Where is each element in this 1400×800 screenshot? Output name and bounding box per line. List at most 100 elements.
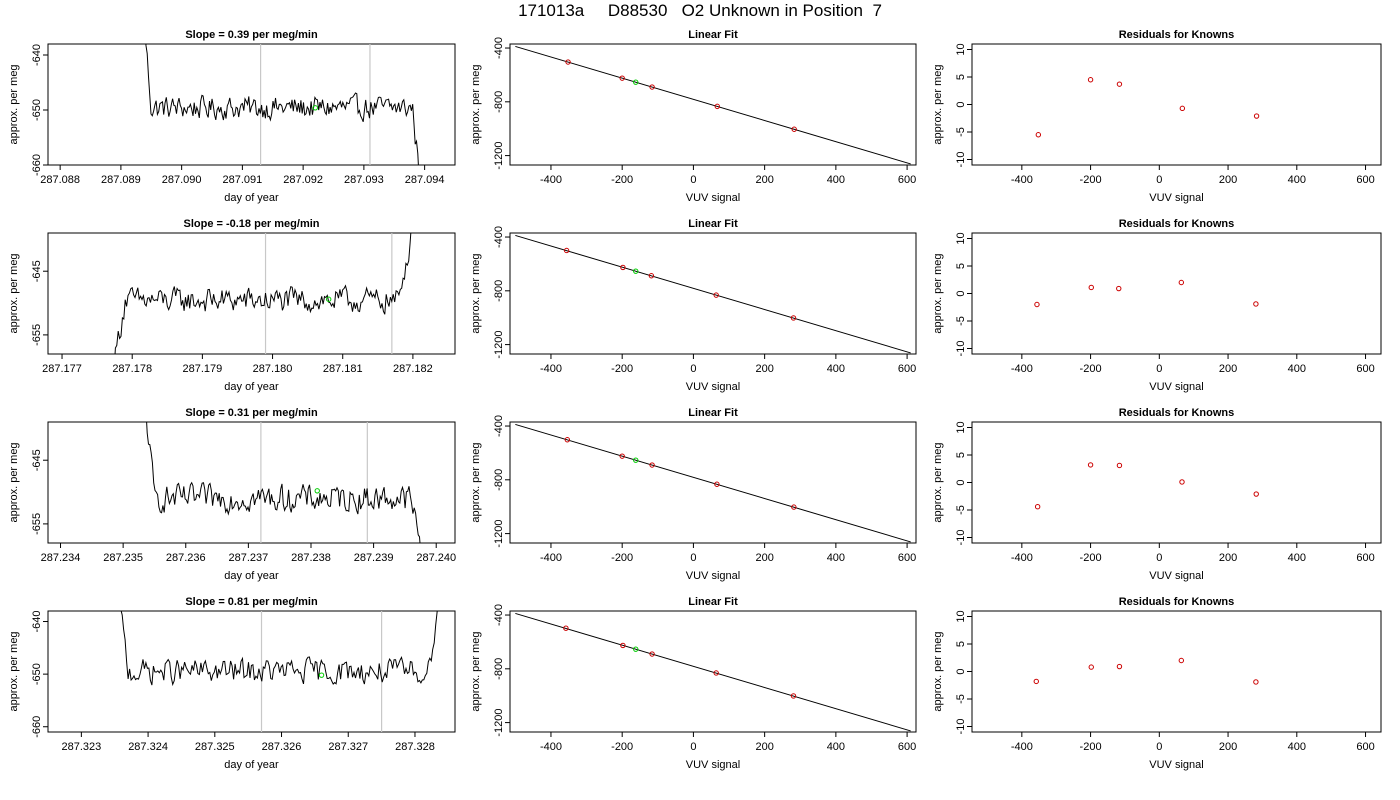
x-tick-label: 200: [755, 363, 773, 375]
x-tick-label: -400: [540, 363, 562, 375]
panel-4: Slope = 0.81 per meg/min 287.323 287.324 28…: [8, 596, 456, 771]
panel-title: Linear Fit: [688, 218, 738, 230]
x-tick-label: 0: [1156, 552, 1162, 564]
x-tick-label: 287.181: [323, 363, 363, 375]
y-axis-label: approx. per meg: [8, 631, 20, 711]
x-tick-label: 400: [1288, 741, 1306, 753]
panel-1: Slope = 0.39 per meg/min 287.088 287.089 28…: [8, 29, 456, 204]
x-tick-label: 287.237: [228, 552, 268, 564]
known-point: [1179, 479, 1185, 485]
x-tick-label: 287.093: [344, 174, 384, 186]
x-tick-label: 287.234: [41, 552, 81, 564]
fit-line: [515, 423, 911, 543]
x-tick-label: 200: [1219, 363, 1237, 375]
known-point: [649, 84, 655, 90]
known-point: [619, 453, 625, 459]
mean-point: [312, 105, 318, 111]
panel-8: Linear Fit -400 -200 0 200 400 600 -400 -800 -120…: [470, 596, 917, 771]
y-tick-label: 5: [955, 452, 967, 458]
x-axis-label: VUV signal: [1149, 381, 1203, 393]
y-tick-label: -800: [493, 91, 505, 113]
known-point: [1034, 504, 1041, 510]
fit-line: [515, 234, 911, 354]
x-tick-label: 287.092: [283, 174, 323, 186]
x-axis-label: VUV signal: [686, 570, 740, 582]
y-tick-label: -645: [31, 449, 43, 471]
x-tick-label: 600: [898, 174, 916, 186]
known-point: [1253, 491, 1259, 497]
x-tick-label: 287.088: [40, 174, 80, 186]
known-point: [1178, 657, 1185, 664]
known-point: [1179, 105, 1186, 112]
known-point: [1087, 77, 1094, 83]
panel-title: Slope = 0.81 per meg/min: [185, 596, 318, 608]
y-tick-label: -5: [955, 316, 967, 326]
x-tick-label: 287.235: [103, 552, 143, 564]
y-tick-label: 0: [955, 101, 967, 107]
y-axis-label: approx. per meg: [470, 253, 482, 333]
plot-frame: [509, 421, 917, 544]
x-tick-label: 400: [827, 741, 845, 753]
plot-frame: [47, 610, 456, 733]
known-point: [619, 75, 625, 81]
y-tick-label: 10: [955, 43, 967, 55]
y-tick-label: -1200: [493, 331, 505, 359]
known-point: [791, 504, 797, 510]
x-tick-label: 0: [1156, 174, 1162, 186]
x-tick-label: 287.179: [182, 363, 222, 375]
x-tick-label: 0: [690, 174, 696, 186]
x-tick-label: 200: [1219, 174, 1237, 186]
plot-frame: [47, 232, 456, 355]
known-point: [620, 642, 626, 649]
x-tick-label: 287.239: [354, 552, 394, 564]
y-axis-label: approx. per meg: [8, 442, 20, 522]
known-point: [563, 625, 569, 631]
y-axis-label: approx. per meg: [8, 253, 20, 333]
x-axis-label: day of year: [224, 192, 279, 204]
y-tick-label: -800: [493, 658, 505, 680]
x-tick-label: -400: [1011, 552, 1033, 564]
known-point: [649, 462, 655, 468]
x-tick-label: 0: [690, 552, 696, 564]
fit-line: [515, 612, 911, 732]
x-tick-label: 200: [1219, 552, 1237, 564]
x-tick-label: 600: [898, 363, 916, 375]
y-tick-label: -400: [493, 37, 505, 59]
x-tick-label: 287.236: [166, 552, 206, 564]
x-tick-label: 400: [1288, 363, 1306, 375]
x-tick-label: 600: [898, 552, 916, 564]
y-tick-label: 5: [955, 641, 967, 647]
mean-point: [314, 488, 320, 494]
panel-7: Linear Fit -400 -200 0 200 400 600 -400 -800 -120…: [470, 407, 917, 582]
x-tick-label: 400: [1288, 552, 1306, 564]
x-tick-label: -200: [611, 552, 633, 564]
mean-point: [325, 296, 332, 302]
x-tick-label: 600: [1356, 363, 1374, 375]
y-axis-label: approx. per meg: [470, 64, 482, 144]
y-tick-label: -655: [31, 324, 43, 346]
y-tick-label: -400: [493, 604, 505, 626]
x-tick-label: 0: [690, 363, 696, 375]
y-tick-label: 0: [955, 290, 967, 296]
panel-title: Residuals for Knowns: [1119, 218, 1235, 230]
x-tick-label: 400: [1288, 174, 1306, 186]
y-tick-label: -1200: [493, 142, 505, 170]
x-tick-label: -400: [540, 174, 562, 186]
y-axis-label: approx. per meg: [470, 631, 482, 711]
panel-3: Slope = 0.31 per meg/min 287.234 287.235 28…: [8, 407, 456, 582]
y-tick-label: -640: [31, 611, 43, 633]
x-tick-label: -400: [1011, 741, 1033, 753]
x-tick-label: 600: [1356, 174, 1374, 186]
known-point: [1116, 285, 1122, 292]
y-tick-label: -800: [493, 280, 505, 302]
x-tick-label: 287.182: [393, 363, 433, 375]
y-tick-label: -660: [31, 716, 43, 738]
known-point: [563, 247, 570, 254]
known-point: [714, 481, 720, 487]
y-tick-label: -645: [31, 260, 43, 282]
y-tick-label: 0: [955, 668, 967, 674]
panel-12: Residuals for Knowns -400 -200 0 200 400 600 10…: [932, 596, 1382, 771]
plot-frame: [971, 232, 1382, 355]
y-axis-label: approx. per meg: [932, 64, 944, 144]
